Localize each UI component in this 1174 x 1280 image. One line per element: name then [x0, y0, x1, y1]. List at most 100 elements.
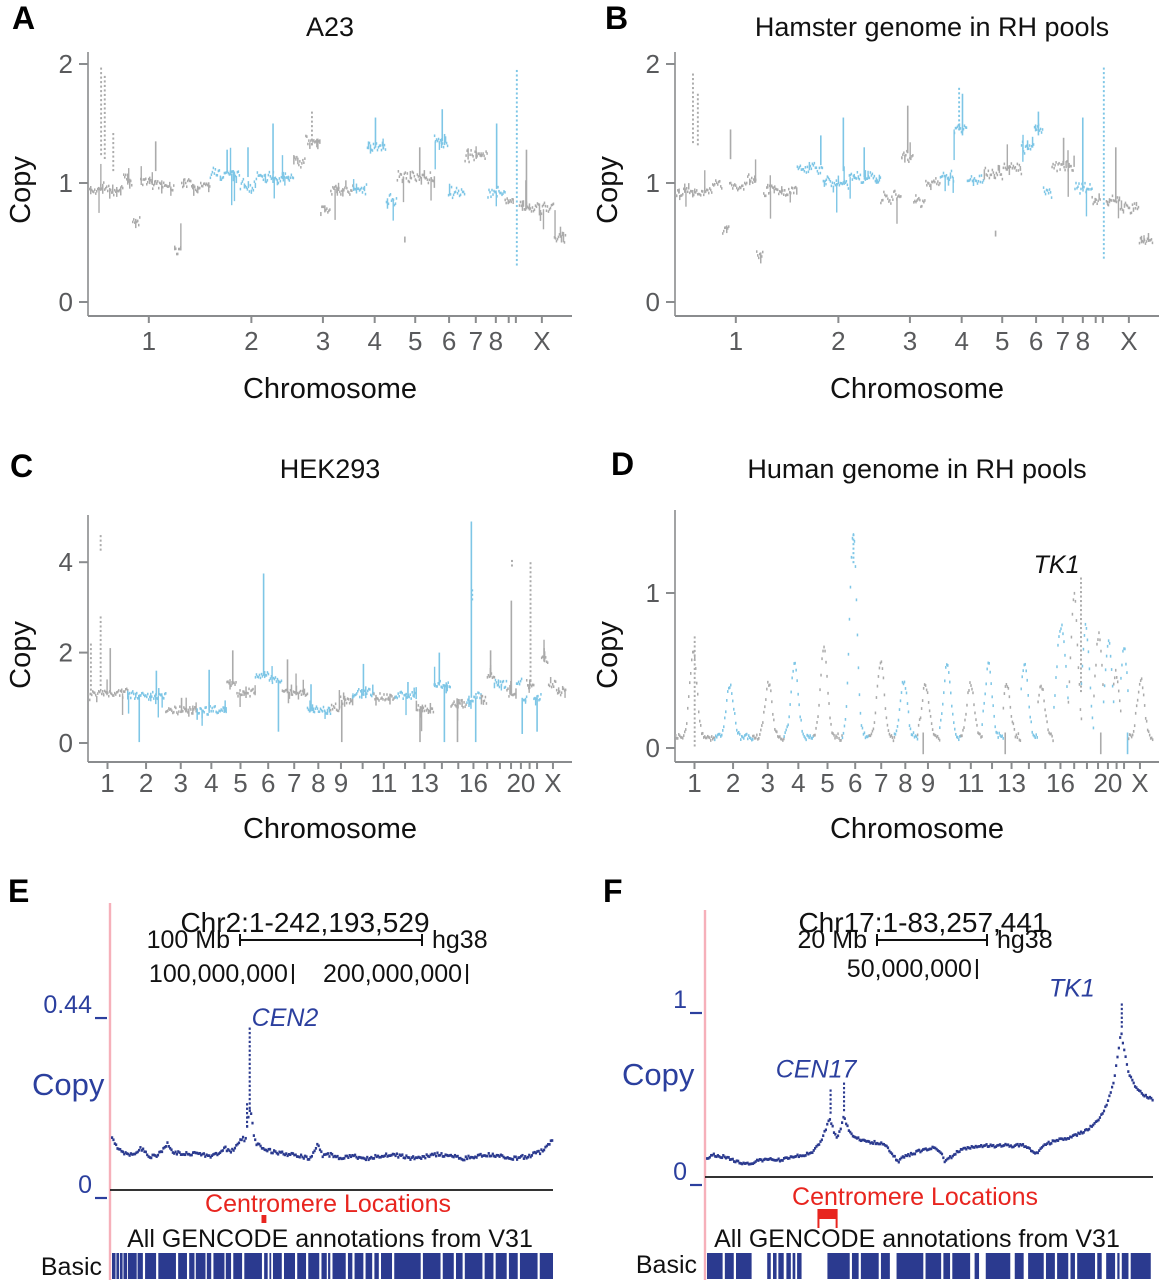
y-tick-label: 1 [646, 168, 660, 198]
x-tick-label: 8 [1076, 326, 1090, 356]
x-tick-label: 9 [334, 768, 348, 798]
x-tick-label: 6 [261, 768, 275, 798]
scatter-points [88, 67, 567, 266]
chart-human-rh: Human genome in RH poolsChromosomeCopy01… [592, 454, 1159, 845]
x-tick-label: X [1131, 768, 1148, 798]
x-tick-label: X [1120, 326, 1137, 356]
x-tick-label: 1 [687, 768, 701, 798]
x-tick-label: 8 [311, 768, 325, 798]
x-tick-label: 16 [1046, 768, 1075, 798]
x-tick-label: 1 [729, 326, 743, 356]
centromere-track-label: Centromere Locations [792, 1183, 1038, 1211]
y-axis-label: Copy [622, 1057, 695, 1092]
scatter-points [675, 67, 1154, 264]
y-tick-label: 1 [646, 578, 660, 608]
plot-D: Human genome in RH poolsChromosomeCopy01… [592, 454, 1159, 845]
x-tick-label: 16 [459, 768, 488, 798]
x-tick-label: 4 [791, 768, 805, 798]
scale-bar-label: 20 Mb [798, 926, 867, 954]
chart-A23: A23 Chromosome Copy 0 1 2 1 2 3 4 5 6 7 8 X [5, 12, 572, 405]
coordinate-label: 50,000,000 [847, 955, 972, 983]
x-tick-label: 6 [1029, 326, 1043, 356]
assembly-label: hg38 [997, 926, 1053, 954]
x-tick-label: 5 [233, 768, 247, 798]
scatter-points [88, 521, 567, 743]
y-tick-label: 0 [673, 1158, 687, 1186]
y-axis-label: Copy [32, 1067, 105, 1102]
x-tick-label: 7 [1056, 326, 1070, 356]
panel-letter-E: E [8, 873, 30, 909]
assembly-label: hg38 [432, 926, 488, 954]
x-axis-label: Chromosome [830, 373, 1004, 405]
gencode-basic-blocks [707, 1253, 1151, 1279]
x-tick-label: 4 [954, 326, 968, 356]
chart-hamster-rh: Hamster genome in RH pools Chromosome Copy… [592, 12, 1159, 405]
x-tick-label: 6 [442, 326, 456, 356]
x-axis-label: Chromosome [243, 813, 417, 845]
y-axis-label: Copy [592, 156, 624, 224]
panel-letter-A: A [12, 0, 36, 36]
x-tick-label: X [544, 768, 561, 798]
panel-D: D Human genome in RH pools Chromosome Copy… [587, 430, 1174, 865]
panel-F: F Chr17:1-83,257,441 20 Mb hg38 50,000,000 1… [587, 865, 1174, 1280]
panel-letter-C: C [10, 448, 34, 484]
x-axis-label: Chromosome [830, 813, 1004, 845]
plot-A: A23 Chromosome Copy 0 1 2 1 2 3 4 5 6 7 8 X [5, 12, 572, 405]
x-tick-label: 3 [316, 326, 330, 356]
y-tick-label: 4 [59, 547, 73, 577]
x-tick-label: 4 [204, 768, 218, 798]
y-tick-label: 1 [59, 168, 73, 198]
panel-B: B Hamster genome in RH pools Chromosome Co… [587, 0, 1174, 430]
y-tick-label: 2 [59, 638, 73, 668]
gencode-track-label: All GENCODE annotations from V31 [127, 1225, 533, 1253]
x-tick-label: 9 [921, 768, 935, 798]
y-tick-label: 0 [78, 1171, 92, 1199]
coordinate-label: 200,000,000 [323, 960, 462, 988]
panel-letter-B: B [605, 0, 629, 36]
x-tick-label: X [533, 326, 550, 356]
gencode-track-label: All GENCODE annotations from V31 [714, 1225, 1120, 1253]
y-tick-label: 2 [646, 49, 660, 79]
y-tick-label: 1 [673, 986, 687, 1014]
copy-number-dots [111, 1027, 554, 1162]
gencode-basic-blocks [112, 1253, 553, 1279]
x-tick-label: 8 [898, 768, 912, 798]
x-tick-label: 2 [139, 768, 153, 798]
panel-title: HEK293 [280, 454, 381, 484]
x-tick-label: 7 [469, 326, 483, 356]
y-axis-label: Copy [5, 156, 37, 224]
panel-A: A A23 Chromosome Copy 0 1 2 1 2 3 4 5 6 7 8 X [0, 0, 587, 430]
x-tick-label: 2 [831, 326, 845, 356]
x-tick-label: 1 [142, 326, 156, 356]
x-tick-label: 8 [489, 326, 503, 356]
panel-title: Hamster genome in RH pools [755, 12, 1109, 42]
x-tick-label: 7 [874, 768, 888, 798]
scale-bar-label: 100 Mb [147, 926, 230, 954]
x-tick-label: 11 [370, 768, 397, 798]
basic-track-label: Basic [636, 1251, 697, 1279]
y-tick-label: 0 [59, 728, 73, 758]
x-tick-label: 7 [287, 768, 301, 798]
coordinate-label: 100,000,000 [149, 960, 288, 988]
y-axis-label: Copy [5, 621, 37, 689]
y-tick-label: 0 [646, 287, 660, 317]
gene-label: CEN2 [252, 1004, 319, 1032]
centromere-track-label: Centromere Locations [205, 1190, 451, 1218]
y-axis-label: Copy [592, 621, 624, 689]
x-tick-label: 2 [726, 768, 740, 798]
x-tick-label: 20 [1093, 768, 1122, 798]
gene-annotation: TK1 [1034, 551, 1080, 579]
x-tick-label: 11 [957, 768, 984, 798]
gene-label: TK1 [1049, 975, 1095, 1003]
x-tick-label: 4 [367, 326, 381, 356]
x-tick-label: 13 [997, 768, 1026, 798]
locus-title: Chr2:1-242,193,529 [180, 907, 429, 938]
x-tick-label: 3 [761, 768, 775, 798]
panel-title: A23 [306, 12, 354, 42]
x-tick-label: 5 [408, 326, 422, 356]
